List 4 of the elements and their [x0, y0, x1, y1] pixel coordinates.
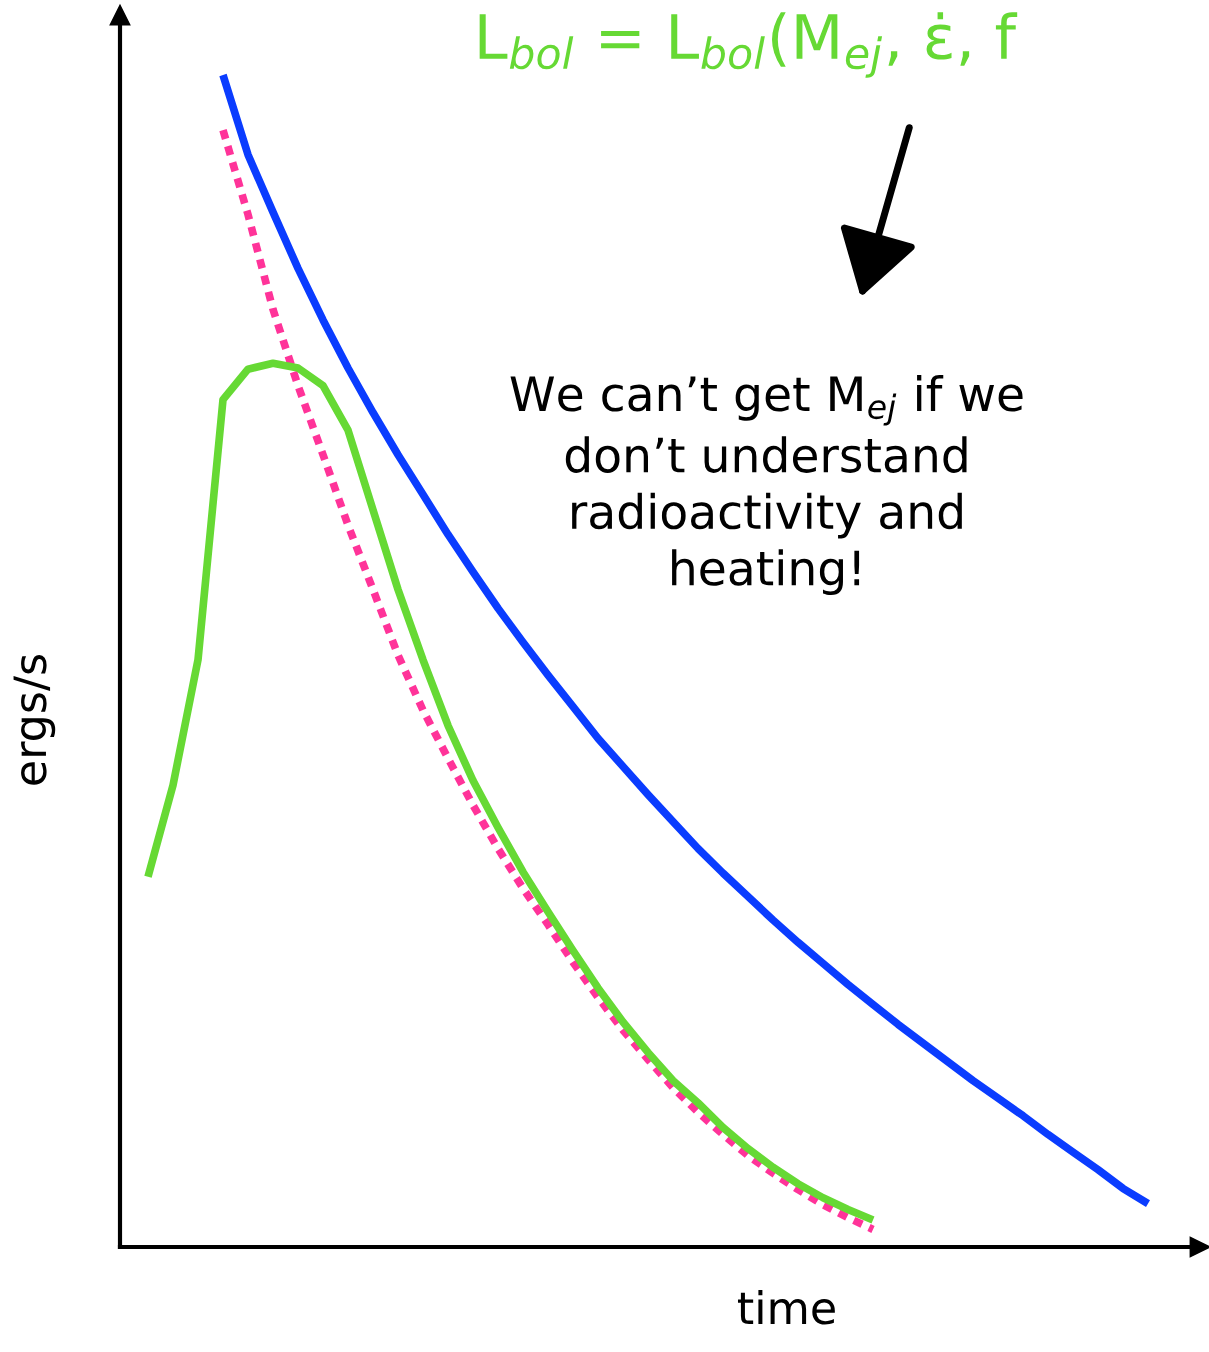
y-axis-title: ergs/s — [13, 655, 56, 785]
chart-title: L$_{bol}$ = L$_{bol}$(M$_{ej}$, ε̇, f — [479, 12, 1018, 78]
x-axis-title: time — [737, 1290, 835, 1325]
annotation: We can’t get M$_{ej}$ if we don’t understand radioactivity and heating! — [510, 375, 1023, 595]
